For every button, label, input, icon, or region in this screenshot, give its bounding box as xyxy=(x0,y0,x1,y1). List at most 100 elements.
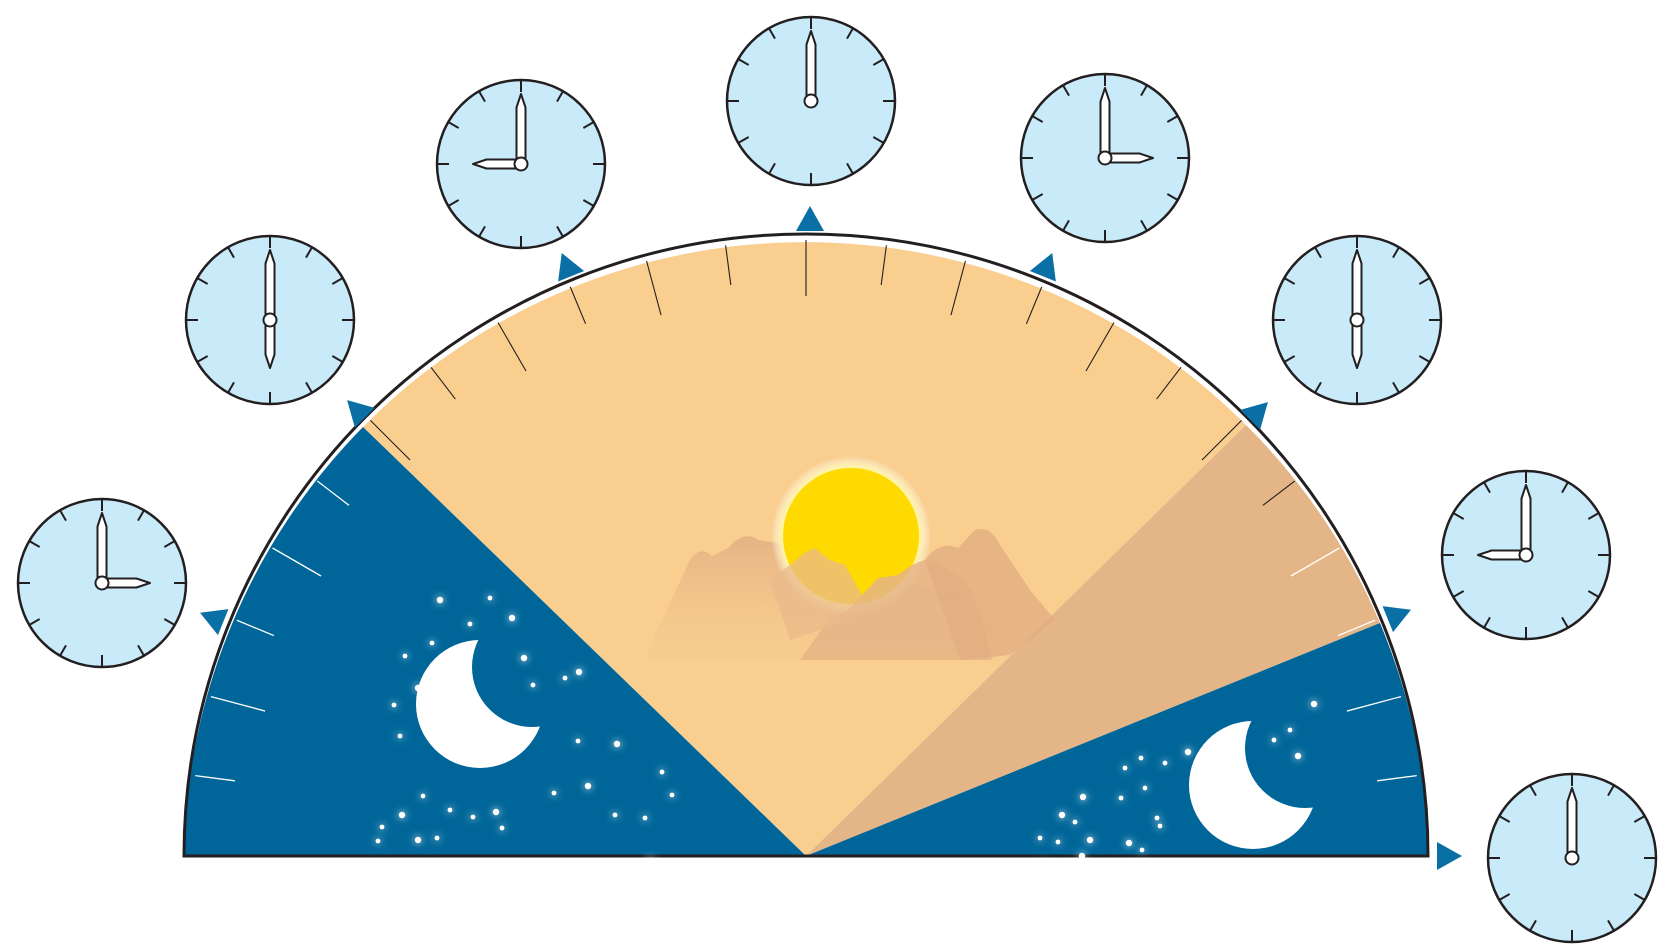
clock-tick xyxy=(1031,115,1044,123)
clock-tick xyxy=(582,199,595,207)
clock-6pm xyxy=(1271,234,1443,406)
clock-tick xyxy=(1607,784,1615,797)
star xyxy=(470,814,476,820)
star xyxy=(499,825,505,831)
clock-tick xyxy=(1392,246,1400,259)
star xyxy=(1294,752,1302,760)
clock-tick xyxy=(163,618,176,626)
star xyxy=(1139,847,1145,853)
star xyxy=(1287,727,1293,733)
clock-hand xyxy=(515,93,527,165)
star xyxy=(1072,819,1078,825)
star xyxy=(646,857,654,865)
clock-tick xyxy=(1587,590,1600,598)
clock-3am xyxy=(16,497,188,669)
star xyxy=(530,682,536,688)
star xyxy=(1162,760,1168,766)
clock-tick xyxy=(1561,616,1569,629)
clock-tick xyxy=(582,121,595,129)
star xyxy=(402,653,408,659)
clock-tick xyxy=(556,225,564,238)
star xyxy=(575,738,581,744)
star xyxy=(1055,839,1061,845)
star xyxy=(1310,700,1318,708)
star xyxy=(1058,811,1066,819)
triangle-marker-icon xyxy=(1382,606,1411,633)
star xyxy=(487,595,493,601)
clock-tick xyxy=(59,509,67,522)
clock-hand xyxy=(96,512,108,584)
star xyxy=(1079,793,1087,801)
triangle-marker-icon xyxy=(796,206,824,231)
star xyxy=(397,733,403,739)
star xyxy=(492,808,500,816)
clock-tick xyxy=(447,121,460,129)
clock-tick xyxy=(737,58,750,66)
star xyxy=(434,835,440,841)
clock-tick xyxy=(227,381,235,394)
clock-tick xyxy=(163,540,176,548)
clock-pivot xyxy=(513,156,529,172)
star xyxy=(391,702,397,708)
clock-pivot xyxy=(94,575,110,591)
star xyxy=(379,824,385,830)
clock-tick xyxy=(1140,219,1148,232)
clock-tick xyxy=(1314,381,1322,394)
star xyxy=(642,815,648,821)
clock-pivot xyxy=(803,93,819,109)
clock-tick xyxy=(1166,115,1179,123)
clock-tick xyxy=(1418,355,1431,363)
hour-markers xyxy=(200,206,1462,870)
star xyxy=(562,675,568,681)
clock-tick xyxy=(478,225,486,238)
star xyxy=(1122,765,1128,771)
clock-tick xyxy=(305,246,313,259)
clock-tick xyxy=(1283,355,1296,363)
star xyxy=(508,614,516,622)
clock-tick xyxy=(331,277,344,285)
star xyxy=(375,838,381,844)
stars-icon xyxy=(375,595,1318,867)
clock-midnight xyxy=(1486,772,1658,944)
clock-noon xyxy=(725,15,897,187)
clock-tick xyxy=(1607,919,1615,932)
triangle-marker-icon xyxy=(558,253,585,282)
star xyxy=(669,792,675,798)
clock-tick xyxy=(1031,193,1044,201)
clock-tick xyxy=(196,355,209,363)
clock-hand xyxy=(1566,787,1578,859)
star xyxy=(1078,852,1086,860)
triangle-marker-icon xyxy=(347,400,375,428)
star xyxy=(439,737,445,743)
clock-hand xyxy=(264,249,276,321)
clock-tick xyxy=(28,540,41,548)
clock-tick xyxy=(447,199,460,207)
star xyxy=(575,668,583,676)
clock-tick xyxy=(1633,893,1646,901)
clock-tick xyxy=(1587,512,1600,520)
clock-tick xyxy=(1452,590,1465,598)
star xyxy=(420,793,426,799)
clock-tick xyxy=(1529,919,1537,932)
clock-tick xyxy=(28,618,41,626)
clock-tick xyxy=(227,246,235,259)
star xyxy=(1138,755,1144,761)
star xyxy=(520,654,528,662)
clock-tick xyxy=(1561,481,1569,494)
clock-tick xyxy=(1166,193,1179,201)
clock-tick xyxy=(59,644,67,657)
star xyxy=(436,596,444,604)
clock-hand xyxy=(1099,87,1111,159)
triangle-marker-icon xyxy=(1437,842,1462,870)
clock-tick xyxy=(305,381,313,394)
clock-tick xyxy=(1062,84,1070,97)
star xyxy=(414,684,422,692)
star xyxy=(1157,823,1163,829)
clock-tick xyxy=(768,27,776,40)
clock-tick xyxy=(872,136,885,144)
star xyxy=(1037,835,1043,841)
clock-tick xyxy=(1483,616,1491,629)
clock-hand xyxy=(1351,249,1363,321)
clock-tick xyxy=(1314,246,1322,259)
